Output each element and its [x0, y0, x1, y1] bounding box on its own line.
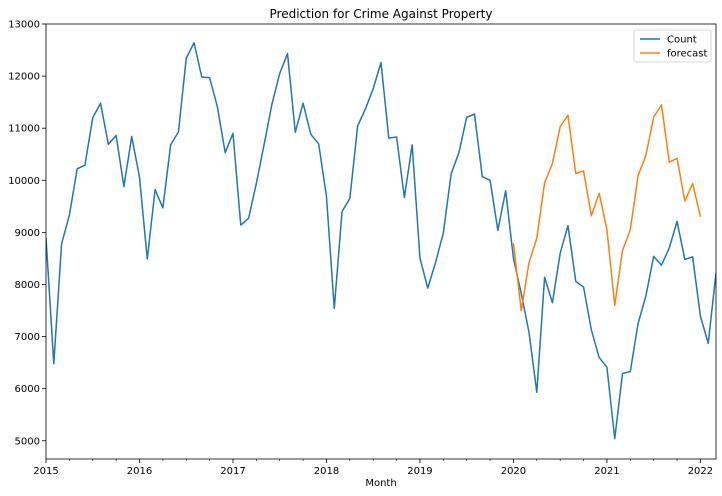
y-tick-label: 6000: [15, 384, 40, 395]
y-tick-label: 5000: [15, 436, 40, 447]
y-tick-label: 11000: [8, 124, 40, 135]
x-axis-label: Month: [365, 478, 396, 489]
y-tick-label: 10000: [8, 176, 40, 187]
series-line-count: [46, 42, 716, 440]
x-tick-label: 2019: [407, 466, 432, 477]
plot-area: [45, 23, 717, 460]
x-tick-label: 2021: [594, 466, 619, 477]
y-tick-label: 9000: [15, 228, 40, 239]
legend-label-forecast: forecast: [667, 49, 708, 60]
x-axis: 2015 2016 2017 2018 2019 2020 2021 2022: [33, 459, 713, 477]
y-axis: 5000 6000 7000 8000 9000 10000 11000 12000 13000: [8, 20, 46, 447]
series-line-forecast: [512, 104, 702, 312]
x-tick-label: 2020: [501, 466, 526, 477]
x-tick-label: 2015: [33, 466, 58, 477]
plot-frame: [45, 23, 717, 460]
y-tick-label: 13000: [8, 20, 40, 31]
x-tick-label: 2022: [688, 466, 713, 477]
x-tick-label: 2017: [220, 466, 245, 477]
legend: Count forecast: [633, 29, 712, 63]
legend-box: [633, 29, 712, 63]
x-tick-label: 2016: [127, 466, 152, 477]
y-tick-label: 7000: [15, 332, 40, 343]
legend-label-count: Count: [667, 35, 697, 46]
x-tick-label: 2018: [314, 466, 339, 477]
chart-title: Prediction for Crime Against Property: [270, 7, 493, 21]
y-tick-label: 12000: [8, 72, 40, 83]
y-tick-label: 8000: [15, 280, 40, 291]
